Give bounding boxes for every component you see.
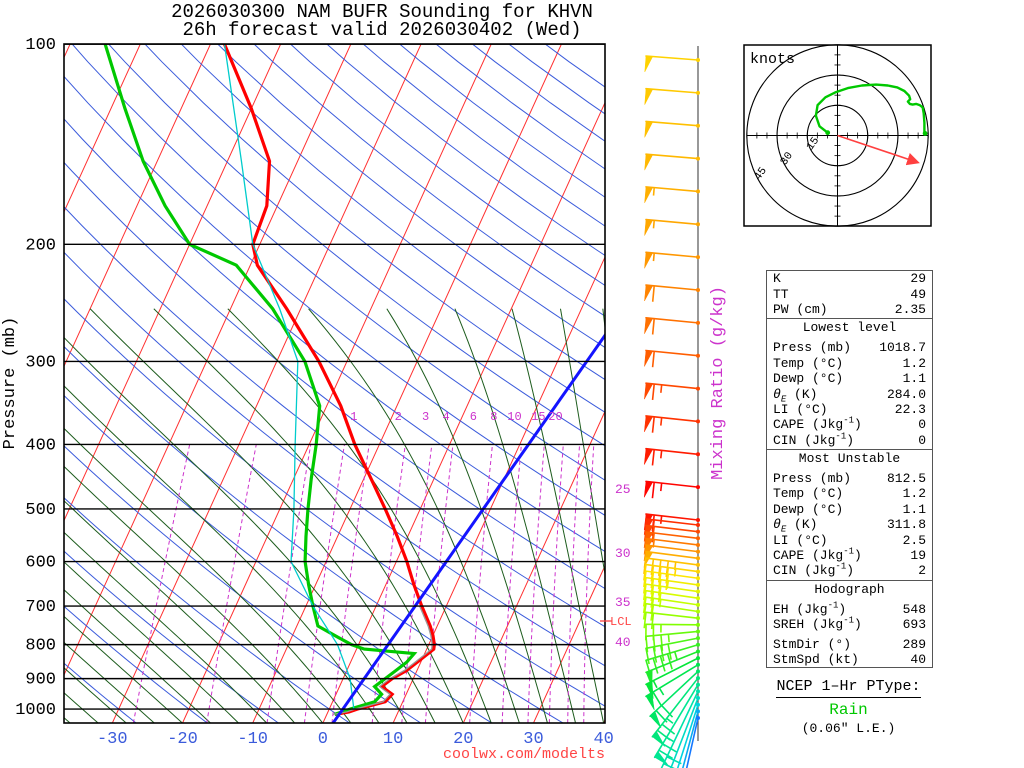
svg-text:15: 15 (531, 410, 545, 424)
svg-text:35: 35 (615, 595, 631, 610)
svg-text:knots: knots (750, 51, 795, 68)
svg-text:20: 20 (548, 410, 562, 424)
svg-text:LCL: LCL (610, 615, 632, 629)
svg-text:-10: -10 (237, 730, 268, 749)
svg-text:100: 100 (25, 36, 56, 55)
svg-text:1: 1 (350, 410, 357, 424)
svg-text:6: 6 (470, 410, 477, 424)
svg-text:700: 700 (25, 598, 56, 617)
svg-text:8: 8 (490, 410, 497, 424)
svg-text:400: 400 (25, 437, 56, 456)
svg-text:900: 900 (25, 671, 56, 690)
svg-text:Pressure (mb): Pressure (mb) (1, 317, 20, 450)
svg-text:-30: -30 (97, 730, 128, 749)
svg-text:1000: 1000 (15, 701, 56, 720)
svg-text:4: 4 (442, 410, 449, 424)
svg-text:25: 25 (615, 482, 631, 497)
svg-text:300: 300 (25, 353, 56, 372)
svg-text:600: 600 (25, 554, 56, 573)
svg-text:Mixing Ratio (g/kg): Mixing Ratio (g/kg) (709, 286, 728, 480)
svg-text:40: 40 (615, 635, 631, 650)
svg-text:-20: -20 (167, 730, 198, 749)
svg-text:10: 10 (507, 410, 521, 424)
svg-text:2: 2 (395, 410, 402, 424)
svg-text:0: 0 (318, 730, 328, 749)
svg-text:10: 10 (383, 730, 403, 749)
svg-text:800: 800 (25, 637, 56, 656)
svg-text:coolwx.com/modelts: coolwx.com/modelts (443, 746, 605, 763)
svg-text:500: 500 (25, 501, 56, 520)
svg-text:30: 30 (615, 546, 631, 561)
svg-text:200: 200 (25, 236, 56, 255)
svg-text:26h forecast valid 2026030402: 26h forecast valid 2026030402 (Wed) (182, 19, 581, 41)
svg-text:3: 3 (422, 410, 429, 424)
